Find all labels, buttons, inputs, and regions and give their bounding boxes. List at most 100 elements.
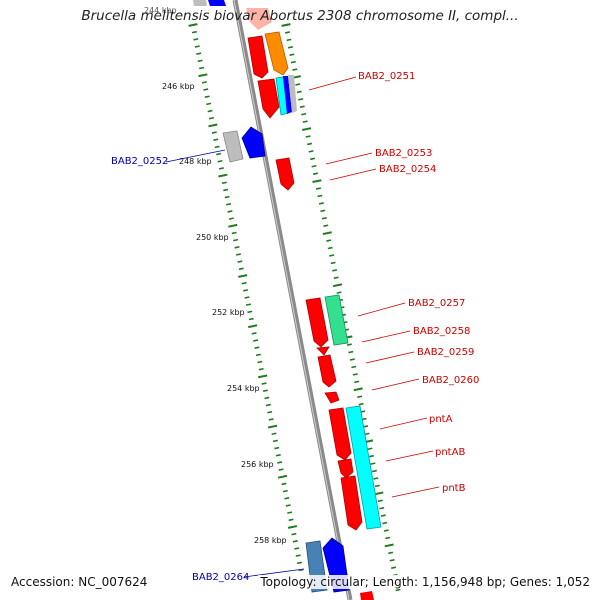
minor-tick bbox=[330, 261, 336, 265]
minor-tick bbox=[199, 66, 205, 70]
minor-tick bbox=[383, 529, 389, 532]
gene-label-BAB2-0259[interactable]: BAB2_0259 bbox=[417, 347, 474, 358]
minor-tick bbox=[395, 588, 401, 592]
minor-tick bbox=[349, 358, 355, 361]
minor-tick bbox=[318, 202, 324, 205]
minor-tick bbox=[292, 68, 298, 71]
minor-tick bbox=[262, 389, 268, 392]
kbp-label-258: 258 kbp bbox=[254, 536, 287, 545]
minor-tick bbox=[307, 142, 313, 146]
minor-tick bbox=[311, 164, 317, 168]
minor-tick bbox=[248, 317, 254, 321]
gene-BAB2-0259[interactable] bbox=[317, 354, 337, 388]
minor-tick bbox=[197, 59, 203, 63]
minor-tick bbox=[274, 446, 280, 450]
minor-tick bbox=[298, 568, 304, 572]
gene-feature-red-1[interactable] bbox=[247, 35, 269, 79]
major-tick bbox=[302, 127, 312, 131]
gene-BAB2-0257[interactable] bbox=[324, 294, 349, 346]
minor-tick bbox=[227, 210, 233, 213]
minor-tick bbox=[348, 350, 354, 354]
gene-label-BAB2-0260[interactable]: BAB2_0260 bbox=[422, 375, 479, 386]
minor-tick bbox=[233, 238, 239, 242]
gene-feature-partial-gray[interactable] bbox=[193, 0, 207, 6]
gene-BAB2-0258[interactable] bbox=[316, 346, 330, 356]
minor-tick bbox=[231, 231, 237, 235]
gene-BAB2-0251[interactable] bbox=[257, 78, 280, 119]
minor-tick bbox=[208, 116, 214, 120]
minor-tick bbox=[391, 566, 397, 569]
gene-BAB2-0253[interactable] bbox=[275, 157, 295, 191]
gene-BAB2-0260[interactable] bbox=[324, 391, 340, 404]
major-tick bbox=[312, 179, 322, 183]
minor-tick bbox=[364, 432, 370, 436]
kbp-label-252: 252 kbp bbox=[212, 308, 245, 317]
minor-tick bbox=[388, 551, 394, 555]
gene-label-BAB2-0251[interactable]: BAB2_0251 bbox=[358, 71, 415, 82]
gene-label-BAB2-0252[interactable]: BAB2_0252 bbox=[111, 156, 168, 167]
minor-tick bbox=[277, 461, 283, 464]
gene-label-pntB[interactable]: pntB bbox=[442, 483, 466, 494]
gene-feature-cyan-2[interactable] bbox=[345, 405, 382, 530]
major-tick bbox=[287, 525, 298, 529]
inner-tick-row bbox=[188, 23, 304, 572]
minor-tick bbox=[268, 418, 274, 421]
gene-feature-gray-1[interactable] bbox=[288, 75, 297, 113]
minor-tick bbox=[255, 353, 261, 357]
minor-tick bbox=[247, 310, 253, 314]
major-tick bbox=[277, 474, 288, 479]
minor-tick bbox=[385, 536, 391, 540]
gene-label-BAB2-0258[interactable]: BAB2_0258 bbox=[413, 326, 470, 337]
major-tick bbox=[218, 173, 228, 178]
gene-label-BAB2-0253[interactable]: BAB2_0253 bbox=[375, 148, 432, 159]
minor-tick bbox=[221, 181, 227, 185]
minor-tick bbox=[286, 38, 292, 42]
minor-tick bbox=[291, 532, 297, 536]
minor-tick bbox=[196, 52, 202, 55]
minor-tick bbox=[336, 291, 342, 294]
gene-label-pntA[interactable]: pntA bbox=[429, 414, 453, 425]
gene-label-BAB2-0264[interactable]: BAB2_0264 bbox=[192, 572, 249, 583]
major-tick bbox=[384, 543, 394, 548]
minor-tick bbox=[288, 518, 294, 522]
gene-feature-gray-2[interactable] bbox=[222, 130, 244, 163]
gene-feature-partial-top[interactable] bbox=[246, 8, 272, 30]
gene-feature-orange-1[interactable] bbox=[264, 31, 289, 76]
minor-tick bbox=[370, 462, 376, 465]
minor-tick bbox=[299, 105, 305, 109]
kbp-label-250: 250 kbp bbox=[196, 233, 229, 242]
gene-feature-red-bottom[interactable] bbox=[360, 591, 374, 600]
kbp-label-248: 248 kbp bbox=[179, 157, 212, 166]
minor-tick bbox=[281, 482, 287, 486]
gene-label-pntAB[interactable]: pntAB bbox=[435, 447, 465, 458]
minor-tick bbox=[367, 447, 373, 451]
gene-pntAB[interactable] bbox=[337, 458, 354, 479]
minor-tick bbox=[287, 511, 293, 514]
minor-tick bbox=[295, 554, 301, 557]
gene-label-BAB2-0254[interactable]: BAB2_0254 bbox=[379, 164, 436, 175]
gene-BAB2-0252[interactable] bbox=[241, 126, 266, 159]
minor-tick bbox=[295, 83, 301, 86]
gene-feature-red-2[interactable] bbox=[305, 297, 329, 348]
major-tick bbox=[228, 223, 238, 228]
gene-feature-partial-blue[interactable] bbox=[208, 0, 226, 6]
kbp-label-256: 256 kbp bbox=[241, 460, 274, 469]
minor-tick bbox=[272, 439, 278, 443]
minor-tick bbox=[228, 217, 234, 220]
gene-features bbox=[193, 0, 382, 600]
gene-pntA[interactable] bbox=[328, 407, 352, 461]
minor-tick bbox=[374, 484, 380, 488]
minor-tick bbox=[292, 540, 298, 543]
gene-pntB[interactable] bbox=[340, 475, 363, 531]
gene-label-BAB2-0257[interactable]: BAB2_0257 bbox=[408, 298, 465, 309]
minor-tick bbox=[258, 367, 264, 371]
minor-tick bbox=[275, 453, 281, 457]
major-tick bbox=[374, 491, 384, 496]
kbp-label-246: 246 kbp bbox=[162, 82, 195, 91]
gene-feature-blue-1[interactable] bbox=[283, 76, 292, 114]
major-tick bbox=[248, 324, 258, 329]
minor-tick bbox=[261, 382, 267, 385]
minor-tick bbox=[333, 276, 339, 280]
